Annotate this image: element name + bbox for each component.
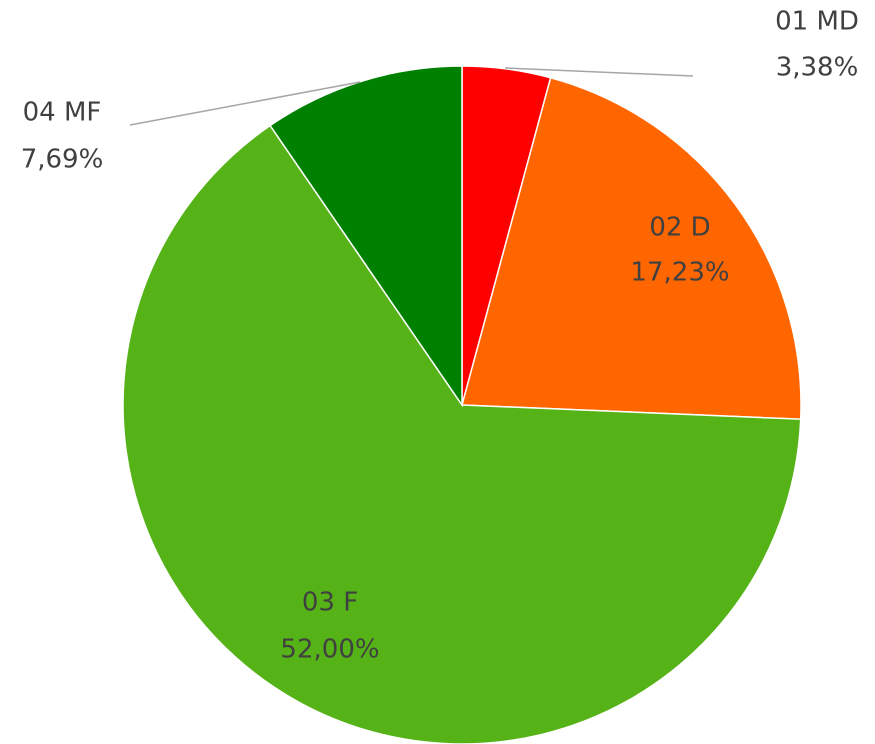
data-label-value: 17,23% bbox=[630, 258, 729, 288]
data-label-name: 01 MD bbox=[775, 7, 859, 37]
data-label-value: 7,69% bbox=[21, 145, 104, 175]
pie-slice bbox=[122, 124, 802, 744]
data-label-name: 03 F bbox=[302, 588, 358, 618]
pie-slice bbox=[269, 65, 463, 408]
pie-slice bbox=[461, 76, 802, 420]
data-label-value: 3,38% bbox=[776, 53, 859, 83]
data-label-name: 02 D bbox=[649, 213, 710, 243]
data-label-name: 04 MF bbox=[23, 98, 102, 128]
leader-line bbox=[129, 81, 361, 126]
data-label-value: 52,00% bbox=[280, 635, 379, 665]
leader-line bbox=[504, 67, 694, 77]
